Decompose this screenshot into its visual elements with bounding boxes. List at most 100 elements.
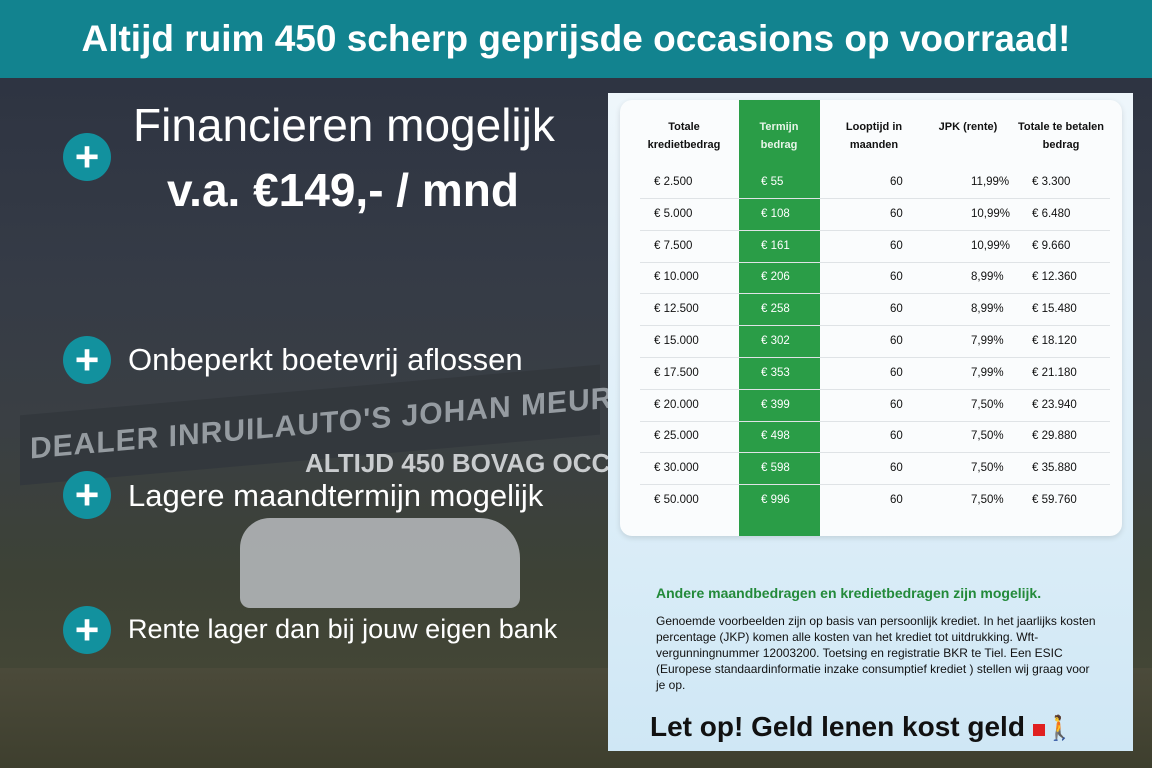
- table-cell: € 2.500: [654, 176, 693, 188]
- table-cell: € 258: [761, 303, 790, 316]
- column-header: Termijn bedrag: [759, 121, 799, 151]
- table-row: € 2.500 € 55 60 11,99% € 3.300: [620, 167, 1110, 199]
- finance-table: Totale kredietbedrag Termijn bedrag Loop…: [620, 100, 1122, 536]
- table-cell: 7,50%: [971, 462, 1004, 475]
- table-row: € 17.500 € 353 60 7,99% € 21.180: [620, 358, 1110, 390]
- car: [240, 518, 520, 608]
- table-cell: 60: [890, 207, 903, 220]
- table-cell: € 20.000: [654, 398, 699, 411]
- table-cell: € 206: [761, 271, 790, 284]
- table-cell: € 10.000: [654, 271, 699, 284]
- bullet-financing: Financieren mogelijk: [133, 99, 555, 151]
- table-cell: € 108: [761, 207, 790, 220]
- bullet-interest: Rente lager dan bij jouw eigen bank: [128, 614, 558, 644]
- table-cell: 11,99%: [971, 176, 1010, 188]
- row-divider: [640, 357, 1110, 358]
- table-cell: 10,99%: [971, 207, 1011, 220]
- walking-person-icon: 🚶: [1032, 715, 1075, 742]
- table-cell: € 399: [761, 398, 790, 411]
- table-cell: € 25.000: [654, 430, 699, 443]
- plus-circle-icon: +: [63, 606, 111, 654]
- row-divider: [640, 293, 1110, 295]
- note-heading: Andere maandbedragen en kredietbedragen …: [656, 585, 1042, 601]
- table-cell: 60: [890, 303, 903, 316]
- table-cell: € 3.300: [1032, 176, 1071, 188]
- header-banner: Altijd ruim 450 scherp geprijsde occasio…: [0, 0, 1152, 78]
- table-cell: € 353: [761, 366, 790, 379]
- row-divider: [640, 325, 1110, 327]
- highlight-column: [739, 100, 820, 536]
- column-header: JPK (rente): [938, 121, 998, 133]
- table-cell: € 7.500: [654, 239, 693, 252]
- table-cell: € 15.000: [654, 335, 699, 347]
- table-row: € 25.000 € 498 60 7,50% € 29.880: [620, 421, 1110, 454]
- table-row: € 50.000 € 996 60 7,50% € 59.760: [620, 485, 1090, 517]
- bullet-financing-price: v.a. €149,- / mnd: [167, 164, 519, 216]
- note-body: Genoemde voorbeelden zijn op basis van p…: [656, 614, 1096, 692]
- table-cell: € 996: [761, 494, 790, 506]
- table-cell: € 21.180: [1032, 366, 1077, 379]
- table-cell: € 17.500: [654, 366, 699, 379]
- table-cell: 7,50%: [971, 494, 1004, 506]
- table-cell: € 30.000: [654, 462, 699, 475]
- row-divider: [640, 388, 1110, 390]
- table-cell: 60: [890, 239, 903, 252]
- table-cell: 60: [890, 398, 903, 411]
- table-cell: € 23.940: [1032, 398, 1077, 411]
- table-cell: 8,99%: [971, 271, 1004, 284]
- table-cell: € 35.880: [1032, 462, 1077, 475]
- row-divider: [640, 229, 1110, 231]
- table-row: € 5.000 € 108 60 10,99% € 6.480: [620, 199, 1110, 231]
- table-cell: 60: [890, 430, 903, 443]
- warning-text: Let op! Geld lenen kost geld 🚶: [650, 711, 1075, 743]
- table-cell: 60: [890, 271, 903, 284]
- table-cell: € 9.660: [1032, 239, 1071, 252]
- table-cell: € 29.880: [1032, 430, 1077, 443]
- table-cell: 60: [890, 366, 903, 379]
- table-cell: € 6.480: [1032, 207, 1071, 220]
- finance-panel: Totale kredietbedrag Termijn bedrag Loop…: [608, 93, 1133, 751]
- table-cell: € 59.760: [1032, 494, 1077, 506]
- table-cell: 8,99%: [971, 303, 1004, 316]
- table-cell: € 302: [761, 335, 790, 347]
- table-cell: 10,99%: [971, 239, 1011, 252]
- column-header: Looptijd in maanden: [845, 121, 903, 151]
- row-divider: [640, 484, 1110, 486]
- table-cell: € 498: [761, 430, 790, 443]
- table-cell: 7,99%: [971, 335, 1004, 347]
- table-cell: 60: [890, 462, 903, 475]
- column-header: Totale kredietbedrag: [647, 121, 721, 151]
- table-cell: 7,50%: [971, 398, 1004, 411]
- bullet-repay: Onbeperkt boetevrij aflossen: [128, 342, 523, 377]
- table-cell: 60: [890, 494, 903, 506]
- table-cell: 60: [890, 335, 903, 347]
- table-row: € 12.500 € 258 60 8,99% € 15.480: [620, 294, 1110, 327]
- row-divider: [640, 261, 1110, 263]
- column-header: Totale te betalen bedrag: [1018, 121, 1104, 151]
- table-row: € 20.000 € 399 60 7,50% € 23.940: [620, 390, 1110, 422]
- table-cell: € 12.500: [654, 303, 699, 316]
- table-cell: € 15.480: [1032, 303, 1077, 316]
- bullet-lower-term: Lagere maandtermijn mogelijk: [128, 478, 544, 513]
- table-row: € 10.000 € 206 60 8,99% € 12.360: [620, 262, 1110, 295]
- plus-circle-icon: +: [63, 471, 111, 519]
- table-cell: 7,99%: [971, 366, 1004, 379]
- plus-circle-icon: +: [63, 133, 111, 181]
- header-title: Altijd ruim 450 scherp geprijsde occasio…: [81, 18, 1071, 59]
- row-divider: [640, 452, 1110, 454]
- table-cell: € 12.360: [1032, 271, 1077, 284]
- table-cell: € 50.000: [654, 494, 699, 506]
- table-cell: 7,50%: [971, 430, 1004, 443]
- table-cell: 60: [890, 176, 903, 188]
- table-row: € 7.500 € 161 60 10,99% € 9.660: [620, 231, 1110, 263]
- table-cell: € 18.120: [1032, 335, 1077, 347]
- table-cell: € 598: [761, 462, 790, 475]
- table-row: € 15.000 € 302 60 7,99% € 18.120: [620, 326, 1110, 358]
- table-cell: € 5.000: [654, 207, 693, 220]
- warning-label: Let op! Geld lenen kost geld: [650, 711, 1025, 742]
- table-cell: € 161: [761, 239, 790, 252]
- table-row: € 30.000 € 598 60 7,50% € 35.880: [620, 453, 1110, 486]
- row-divider: [640, 420, 1110, 422]
- table-cell: € 55: [761, 176, 784, 188]
- row-divider: [640, 198, 1110, 199]
